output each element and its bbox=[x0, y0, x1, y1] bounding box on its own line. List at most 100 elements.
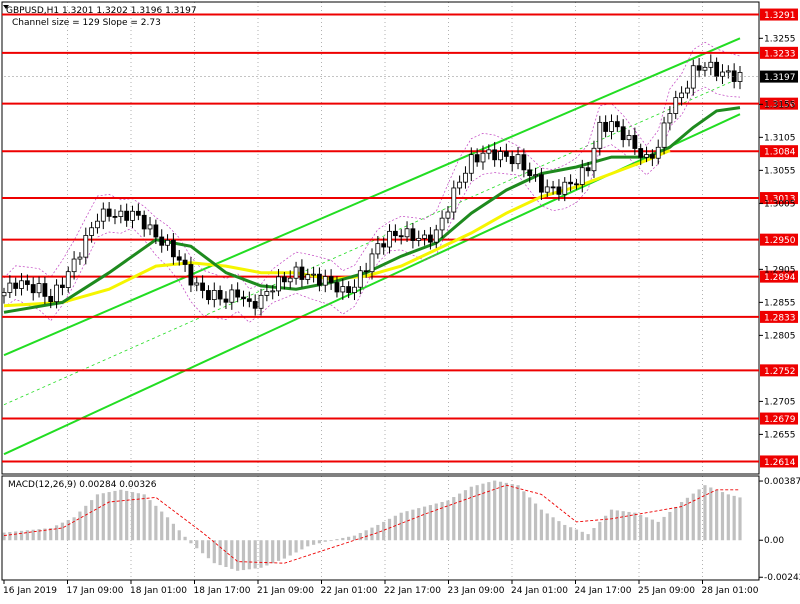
candle-body bbox=[620, 126, 626, 141]
macd-histogram-bar bbox=[335, 539, 339, 541]
candle-body bbox=[416, 237, 422, 241]
candle-body bbox=[77, 256, 83, 260]
macd-histogram-bar bbox=[726, 494, 730, 541]
macd-histogram-bar bbox=[148, 500, 152, 541]
macd-histogram-bar bbox=[142, 494, 146, 541]
candle-body bbox=[1, 292, 7, 297]
candle-body bbox=[54, 284, 59, 303]
candle-body bbox=[609, 121, 614, 132]
macd-histogram-bar bbox=[604, 515, 608, 541]
time-tick-label: 18 Jan 01:00 bbox=[130, 586, 187, 596]
candle-body bbox=[264, 291, 270, 296]
macd-histogram-bar bbox=[510, 484, 514, 541]
macd-histogram-bar bbox=[539, 509, 543, 541]
candle-body bbox=[357, 270, 363, 288]
current-price-box bbox=[760, 70, 798, 83]
macd-histogram-bar bbox=[621, 511, 625, 541]
macd-histogram-bar bbox=[224, 540, 228, 567]
macd-histogram-bar bbox=[545, 513, 549, 541]
candle-body bbox=[375, 243, 381, 255]
macd-histogram-bar bbox=[347, 536, 351, 541]
candle-body bbox=[281, 276, 287, 283]
macd-histogram-bar bbox=[586, 534, 590, 541]
candle-body bbox=[159, 236, 165, 246]
candle-body bbox=[200, 282, 206, 291]
candle-body bbox=[340, 286, 346, 293]
price-tick-label: 1.2855 bbox=[764, 298, 796, 308]
macd-histogram-bar bbox=[165, 517, 170, 541]
macd-histogram-bar bbox=[656, 521, 660, 541]
candle-body bbox=[7, 282, 13, 293]
header-triangle-icon bbox=[3, 5, 9, 9]
candle-body bbox=[737, 72, 743, 82]
candle-body bbox=[685, 87, 690, 94]
candle-body bbox=[603, 121, 609, 132]
macd-histogram-bar bbox=[177, 530, 181, 541]
candle-body bbox=[135, 210, 141, 216]
macd-histogram-bar bbox=[171, 523, 175, 541]
macd-histogram-bar bbox=[265, 540, 269, 566]
macd-histogram-bar bbox=[528, 497, 532, 541]
time-tick-label: 28 Jan 01:00 bbox=[702, 586, 759, 596]
candle-body bbox=[229, 289, 235, 303]
bollinger-upper bbox=[3, 41, 741, 290]
time-tick-label: 16 Jan 2019 bbox=[3, 586, 57, 596]
price-tick-label: 1.3055 bbox=[764, 166, 796, 176]
macd-histogram-bar bbox=[452, 497, 456, 541]
macd-histogram: 0.00387 0.00 -0.00242 bbox=[2, 477, 800, 583]
macd-histogram-bar bbox=[417, 508, 421, 541]
candle-body bbox=[182, 259, 188, 265]
price-tick-label: 1.3005 bbox=[764, 199, 796, 209]
macd-histogram-bar bbox=[130, 492, 135, 541]
candle-body bbox=[153, 224, 159, 238]
macd-histogram-bar bbox=[31, 529, 35, 541]
time-tick-label: 22 Jan 01:00 bbox=[321, 586, 378, 596]
macd-histogram-bar bbox=[732, 495, 736, 541]
level-label: 1.3233 bbox=[764, 49, 796, 59]
macd-histogram-bar bbox=[49, 528, 53, 541]
macd-histogram-bar bbox=[674, 506, 678, 541]
macd-histogram-bar bbox=[703, 485, 707, 541]
price-axis: 1.32551.31551.31051.30551.30051.29051.28… bbox=[4, 34, 798, 440]
level-label-box bbox=[760, 270, 798, 283]
candle-body bbox=[720, 71, 725, 77]
macd-histogram-bar bbox=[8, 532, 12, 541]
macd-histogram-bar bbox=[522, 491, 526, 541]
candle-body bbox=[626, 135, 632, 141]
candle-body bbox=[463, 172, 468, 183]
candle-body bbox=[515, 154, 521, 165]
candle-body bbox=[410, 228, 416, 241]
candle-body bbox=[538, 174, 544, 193]
candle-body bbox=[36, 283, 42, 294]
price-tick-label: 1.2805 bbox=[764, 331, 796, 341]
macd-histogram-bar bbox=[440, 502, 444, 541]
candle-body bbox=[521, 154, 527, 171]
macd-histogram-bar bbox=[551, 517, 555, 541]
level-label-box bbox=[760, 8, 798, 21]
macd-histogram-bar bbox=[598, 521, 602, 541]
macd-histogram-bar bbox=[592, 528, 596, 541]
macd-histogram-bar bbox=[300, 540, 304, 550]
candle-body bbox=[457, 181, 463, 189]
macd-histogram-bar bbox=[25, 530, 29, 541]
candle-body bbox=[147, 224, 153, 230]
macd-histogram-bar bbox=[323, 540, 327, 542]
macd-histogram-bar bbox=[218, 540, 222, 566]
candle-body bbox=[100, 208, 106, 222]
macd-tick-label: 0.00 bbox=[764, 536, 784, 546]
candle-body bbox=[574, 183, 579, 186]
candle-body bbox=[130, 210, 135, 221]
level-label-box bbox=[760, 192, 798, 205]
candle-body bbox=[60, 284, 65, 288]
candle-body bbox=[597, 121, 603, 149]
level-label-box bbox=[760, 46, 798, 59]
macd-histogram-bar bbox=[715, 489, 719, 541]
candle-body bbox=[258, 294, 264, 309]
level-label-box bbox=[760, 364, 798, 377]
macd-histogram-bar bbox=[679, 502, 684, 541]
macd-histogram-bar bbox=[2, 532, 6, 541]
candle-body bbox=[95, 220, 100, 229]
candle-body bbox=[392, 230, 398, 237]
candle-body bbox=[568, 181, 574, 185]
